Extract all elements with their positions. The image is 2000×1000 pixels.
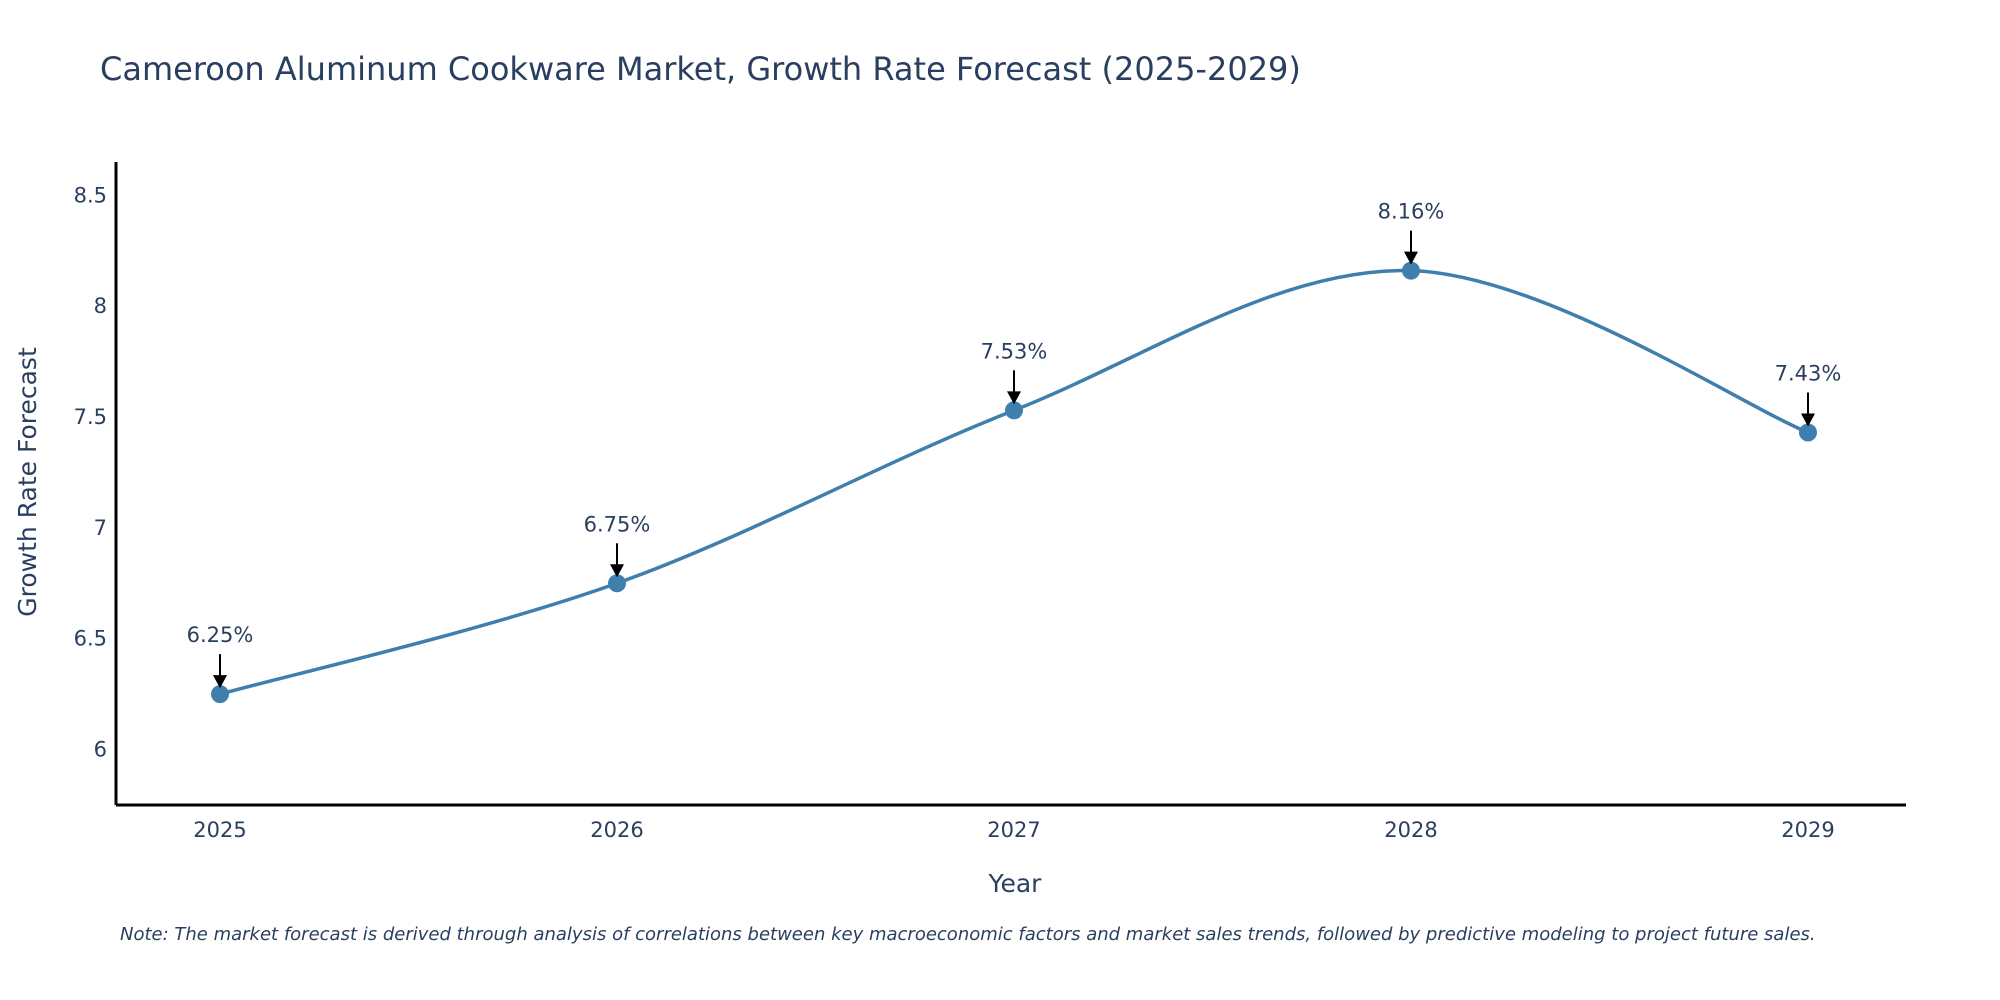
data-point [1402,261,1420,280]
annotation-arrow-head [610,564,624,578]
data-point [608,574,626,593]
y-tick-label: 8 [94,294,107,318]
data-label: 6.75% [584,512,651,536]
data-label-annotations: 6.25% 6.75% 7.53% 8.16% 7.43% [187,200,1842,689]
annotation-arrow-head [1007,391,1021,405]
y-tick-label: 8.5 [74,183,107,207]
y-tick-label: 7 [94,516,107,540]
y-tick-label: 6.5 [74,627,107,651]
y-tick-label: 7.5 [74,405,107,429]
data-label: 6.25% [187,623,254,647]
x-tick-label: 2028 [1384,818,1437,842]
data-label: 7.53% [981,339,1048,363]
forecast-note: Note: The market forecast is derived thr… [120,924,1816,945]
x-tick-label: 2029 [1781,818,1834,842]
x-tick-label: 2025 [193,818,246,842]
data-point [1005,401,1023,420]
x-tick-label: 2026 [590,818,643,842]
series-line [219,268,1809,696]
x-tick-labels: 2025 2026 2027 2028 2029 [193,818,1834,842]
annotation-arrow-head [1404,251,1418,265]
chart-axes [114,162,1906,807]
data-label: 7.43% [1775,362,1842,386]
series-line-path [219,268,1809,696]
annotation-arrow-head [213,675,227,689]
y-tick-labels: 6 6.5 7 7.5 8 8.5 [74,183,107,761]
data-point [1799,423,1817,442]
series-markers [211,261,1817,704]
x-tick-label: 2027 [987,818,1040,842]
annotation-arrow-head [1801,413,1815,427]
data-point [211,685,229,704]
y-axis-title: Growth Rate Forecast [13,347,42,617]
y-tick-label: 6 [94,738,107,762]
chart-title: Cameroon Aluminum Cookware Market, Growt… [100,50,1301,88]
data-label: 8.16% [1378,200,1445,224]
x-axis-title: Year [988,869,1043,898]
